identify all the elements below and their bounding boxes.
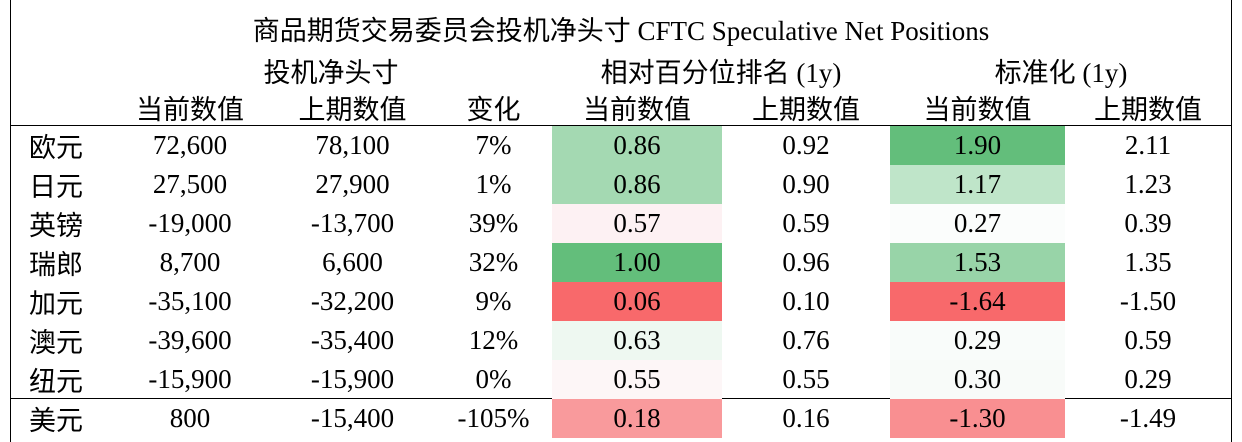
cell-value: 39% — [468, 208, 519, 238]
cell-value: -32,200 — [310, 286, 395, 316]
cell-value: 0.90 — [782, 169, 830, 199]
cell-value: 0.63 — [552, 321, 722, 360]
column-header: 上期数值 — [298, 94, 407, 125]
cell-value: -1.30 — [890, 399, 1065, 438]
row-label: 英镑 — [29, 211, 83, 241]
row-label: 美元 — [29, 406, 83, 436]
cell-value: 27,900 — [315, 169, 390, 199]
cell-value: 1.53 — [890, 243, 1065, 282]
cell-value: 0.86 — [552, 165, 722, 204]
cell-value: 0.96 — [782, 247, 830, 277]
cell-value: 0.76 — [782, 325, 830, 355]
cell-value: -15,900 — [310, 364, 395, 394]
cell-value: 0.29 — [1124, 364, 1172, 394]
cell-value: 1.90 — [890, 126, 1065, 165]
cell-value: 32% — [468, 247, 519, 277]
row-label: 瑞郎 — [29, 250, 83, 280]
cell-value: 0.55 — [782, 364, 830, 394]
header-rule — [10, 125, 1232, 126]
cell-value: 0.55 — [552, 360, 722, 399]
group-header: 投机净头寸 — [263, 57, 399, 88]
cell-value: 0.92 — [782, 130, 830, 160]
cell-value: 2.11 — [1124, 130, 1172, 160]
row-label: 日元 — [29, 172, 83, 202]
cell-value: -35,100 — [148, 286, 232, 316]
left-border — [10, 0, 11, 442]
cell-value: 78,100 — [315, 130, 390, 160]
cell-value: -19,000 — [148, 208, 232, 238]
cell-value: 0.59 — [1124, 325, 1172, 355]
cell-value: 0.27 — [890, 204, 1065, 243]
cell-value: 0.30 — [890, 360, 1065, 399]
row-label: 欧元 — [29, 133, 83, 163]
cell-value: 6,600 — [322, 247, 383, 277]
column-header: 当前数值 — [923, 94, 1032, 125]
cell-value: 0.06 — [552, 282, 722, 321]
cell-value: 800 — [169, 403, 211, 433]
cell-value: 1.17 — [890, 165, 1065, 204]
cell-value: 8,700 — [159, 247, 221, 277]
cell-value: 0.86 — [552, 126, 722, 165]
cell-value: 1% — [475, 169, 512, 199]
column-header: 上期数值 — [1094, 94, 1202, 125]
cell-value: -15,900 — [148, 364, 232, 394]
cell-value: -39,600 — [148, 325, 232, 355]
cell-value: -1.64 — [890, 282, 1065, 321]
column-header: 当前数值 — [136, 94, 244, 125]
cell-value: -15,400 — [310, 403, 395, 433]
cell-value: 72,600 — [152, 130, 228, 160]
cell-value: 9% — [475, 286, 512, 316]
right-border — [1231, 0, 1232, 442]
cell-value: -105% — [457, 403, 530, 433]
cell-value: 0.59 — [782, 208, 830, 238]
cell-value: 0.29 — [890, 321, 1065, 360]
cell-value: 1.35 — [1124, 247, 1172, 277]
title: 商品期货交易委员会投机净头寸 CFTC Speculative Net Posi… — [252, 15, 990, 46]
column-header: 上期数值 — [752, 94, 860, 125]
cell-value: 27,500 — [152, 169, 228, 199]
cell-value: 0.39 — [1124, 208, 1172, 238]
cell-value: 0.18 — [552, 399, 722, 438]
cell-value: 0.57 — [552, 204, 722, 243]
cell-value: 12% — [468, 325, 519, 355]
row-label: 纽元 — [29, 367, 83, 397]
column-header: 变化 — [466, 94, 521, 125]
cell-value: 0.16 — [782, 403, 830, 433]
column-header: 当前数值 — [583, 94, 691, 125]
group-header: 标准化 (1y) — [994, 57, 1128, 88]
row-label: 加元 — [29, 289, 83, 319]
group-header: 相对百分位排名 (1y) — [600, 57, 842, 88]
cell-value: -1.49 — [1119, 403, 1177, 433]
row-label: 澳元 — [29, 328, 83, 358]
cell-value: 0% — [475, 364, 512, 394]
cell-value: 1.00 — [552, 243, 722, 282]
cell-value: 1.23 — [1124, 169, 1172, 199]
cell-value: 7% — [475, 130, 512, 160]
cell-value: -13,700 — [310, 208, 395, 238]
cell-value: 0.10 — [782, 286, 830, 316]
cell-value: -35,400 — [310, 325, 395, 355]
cell-value: -1.50 — [1119, 286, 1177, 316]
